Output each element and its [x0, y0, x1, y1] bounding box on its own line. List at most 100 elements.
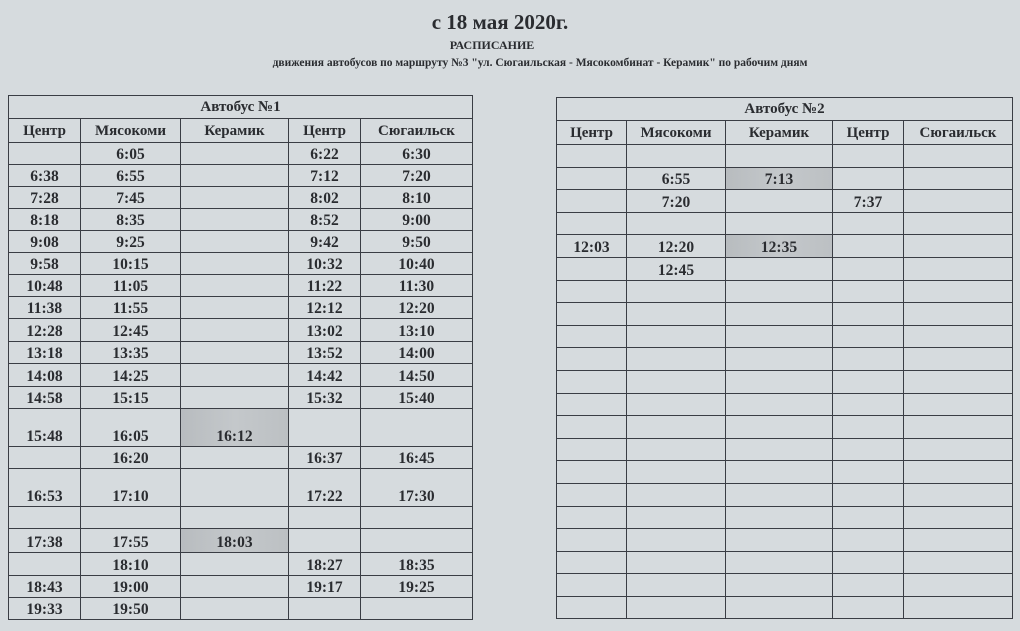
column-header-row: Центр Мясокоми Керамик Центр Сюгаильск	[556, 120, 1014, 145]
time-cell: 13:35	[80, 341, 181, 364]
time-cell	[902, 211, 1014, 236]
time-cell: 17:22	[288, 468, 361, 507]
time-cell: 13:10	[359, 318, 474, 342]
table-row	[556, 528, 1014, 552]
table-row: 12:45	[556, 256, 1014, 281]
time-cell	[902, 505, 1014, 530]
time-cell	[626, 392, 726, 417]
time-cell: 19:17	[288, 575, 361, 598]
column-header-row: Центр Мясокоми Керамик Центр Сюгаильск	[8, 118, 474, 143]
time-cell	[902, 144, 1014, 168]
table-row: 6:55 7:13	[556, 166, 1014, 191]
time-cell	[180, 341, 289, 364]
time-cell: 13:02	[288, 318, 361, 342]
time-cell: 17:30	[359, 468, 474, 507]
time-cell	[626, 279, 726, 304]
time-cell: 18:43	[8, 575, 81, 598]
time-cell	[902, 437, 1014, 462]
table-row: 14:58 15:15 15:32 15:40	[8, 386, 474, 409]
bus2-title: Автобус №2	[555, 97, 1014, 121]
time-cell: 18:35	[359, 552, 474, 576]
time-cell	[180, 142, 289, 165]
time-cell: 16:12	[180, 408, 289, 447]
time-cell: 7:37	[832, 189, 904, 213]
column-header: Керамик	[180, 118, 289, 143]
time-cell	[902, 369, 1014, 394]
time-cell: 14:42	[288, 363, 361, 387]
time-cell	[180, 186, 289, 209]
time-cell	[725, 573, 833, 597]
column-header: Сюгаильск	[902, 120, 1014, 145]
time-cell: 6:55	[626, 166, 726, 191]
time-cell: 12:03	[556, 234, 627, 258]
time-cell: 16:45	[359, 446, 474, 469]
time-cell	[180, 446, 289, 469]
time-cell: 18:03	[180, 528, 289, 553]
time-cell: 7:20	[626, 189, 726, 213]
time-cell	[725, 189, 833, 213]
table-row	[556, 302, 1014, 326]
table-row: 6:38 6:55 7:12 7:20	[8, 164, 474, 187]
table-row: 15:48 16:05 16:12	[8, 408, 474, 447]
time-cell: 6:22	[288, 142, 361, 165]
time-cell: 9:50	[359, 230, 474, 253]
time-cell	[180, 274, 289, 297]
time-cell: 10:15	[80, 252, 181, 275]
bus1-timetable: Автобус №1 Центр Мясокоми Керамик Центр Сюга…	[7, 95, 474, 620]
time-cell	[180, 597, 289, 620]
time-cell: 15:15	[80, 386, 181, 409]
time-cell: 9:58	[8, 252, 81, 275]
time-cell	[626, 550, 726, 575]
time-cell	[180, 363, 289, 387]
time-cell: 10:32	[288, 252, 361, 275]
column-header: Центр	[832, 120, 904, 145]
table-row: 14:08 14:25 14:42 14:50	[8, 363, 474, 387]
time-cell	[556, 550, 627, 575]
time-cell	[288, 506, 361, 529]
table-row	[556, 505, 1014, 530]
time-cell	[556, 595, 627, 620]
time-cell	[902, 256, 1014, 281]
time-cell: 8:52	[288, 208, 361, 231]
time-cell: 9:00	[359, 208, 474, 231]
time-cell: 16:53	[8, 468, 81, 507]
bus2-timetable: Автобус №2 Центр Мясокоми Керамик Центр Сюга…	[555, 97, 1014, 620]
table-row: 9:58 10:15 10:32 10:40	[8, 252, 474, 275]
time-cell	[180, 575, 289, 598]
time-cell	[180, 468, 289, 507]
time-cell: 19:25	[359, 575, 474, 598]
time-cell: 6:55	[80, 164, 181, 187]
time-cell	[902, 234, 1014, 258]
time-cell	[180, 506, 289, 529]
time-cell: 9:42	[288, 230, 361, 253]
table-row: 6:05 6:22 6:30	[8, 142, 474, 165]
time-cell	[832, 392, 904, 417]
time-cell: 8:35	[80, 208, 181, 231]
time-cell	[556, 437, 627, 462]
time-cell	[902, 415, 1014, 439]
time-cell	[626, 482, 726, 507]
time-cell	[556, 573, 627, 597]
time-cell	[902, 595, 1014, 620]
time-cell	[902, 460, 1014, 484]
time-cell: 11:22	[288, 274, 361, 297]
time-cell	[359, 597, 474, 620]
table-row: 11:38 11:55 12:12 12:20	[8, 296, 474, 319]
time-cell: 8:02	[288, 186, 361, 209]
time-cell	[832, 482, 904, 507]
time-cell	[180, 252, 289, 275]
time-cell: 11:05	[80, 274, 181, 297]
time-cell	[832, 324, 904, 349]
bus1-title: Автобус №1	[7, 95, 474, 119]
time-cell	[556, 256, 627, 281]
time-cell	[556, 369, 627, 394]
time-cell: 7:20	[359, 164, 474, 187]
time-cell	[556, 482, 627, 507]
time-cell	[832, 550, 904, 575]
time-cell	[288, 597, 361, 620]
time-cell: 11:30	[359, 274, 474, 297]
time-cell: 9:08	[8, 230, 81, 253]
time-cell: 8:18	[8, 208, 81, 231]
time-cell	[359, 506, 474, 529]
time-cell: 17:55	[80, 528, 181, 553]
